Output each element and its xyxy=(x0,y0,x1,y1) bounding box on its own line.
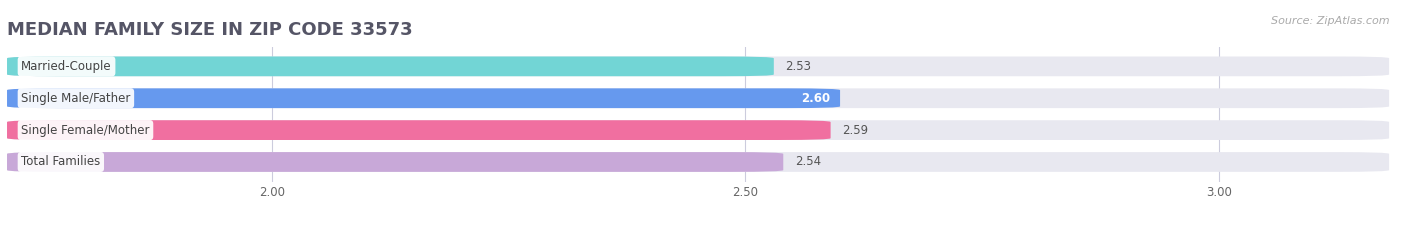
FancyBboxPatch shape xyxy=(7,88,1389,108)
FancyBboxPatch shape xyxy=(7,120,831,140)
FancyBboxPatch shape xyxy=(7,88,839,108)
FancyBboxPatch shape xyxy=(7,56,773,76)
FancyBboxPatch shape xyxy=(7,152,1389,172)
Text: MEDIAN FAMILY SIZE IN ZIP CODE 33573: MEDIAN FAMILY SIZE IN ZIP CODE 33573 xyxy=(7,21,412,39)
Text: 2.60: 2.60 xyxy=(801,92,831,105)
Text: 2.59: 2.59 xyxy=(842,123,868,137)
FancyBboxPatch shape xyxy=(7,152,783,172)
FancyBboxPatch shape xyxy=(7,120,1389,140)
Text: Source: ZipAtlas.com: Source: ZipAtlas.com xyxy=(1271,16,1389,26)
Text: Single Male/Father: Single Male/Father xyxy=(21,92,131,105)
Text: Married-Couple: Married-Couple xyxy=(21,60,112,73)
Text: Total Families: Total Families xyxy=(21,155,100,168)
Text: 2.54: 2.54 xyxy=(794,155,821,168)
FancyBboxPatch shape xyxy=(7,56,1389,76)
Text: 2.53: 2.53 xyxy=(785,60,811,73)
Text: Single Female/Mother: Single Female/Mother xyxy=(21,123,149,137)
